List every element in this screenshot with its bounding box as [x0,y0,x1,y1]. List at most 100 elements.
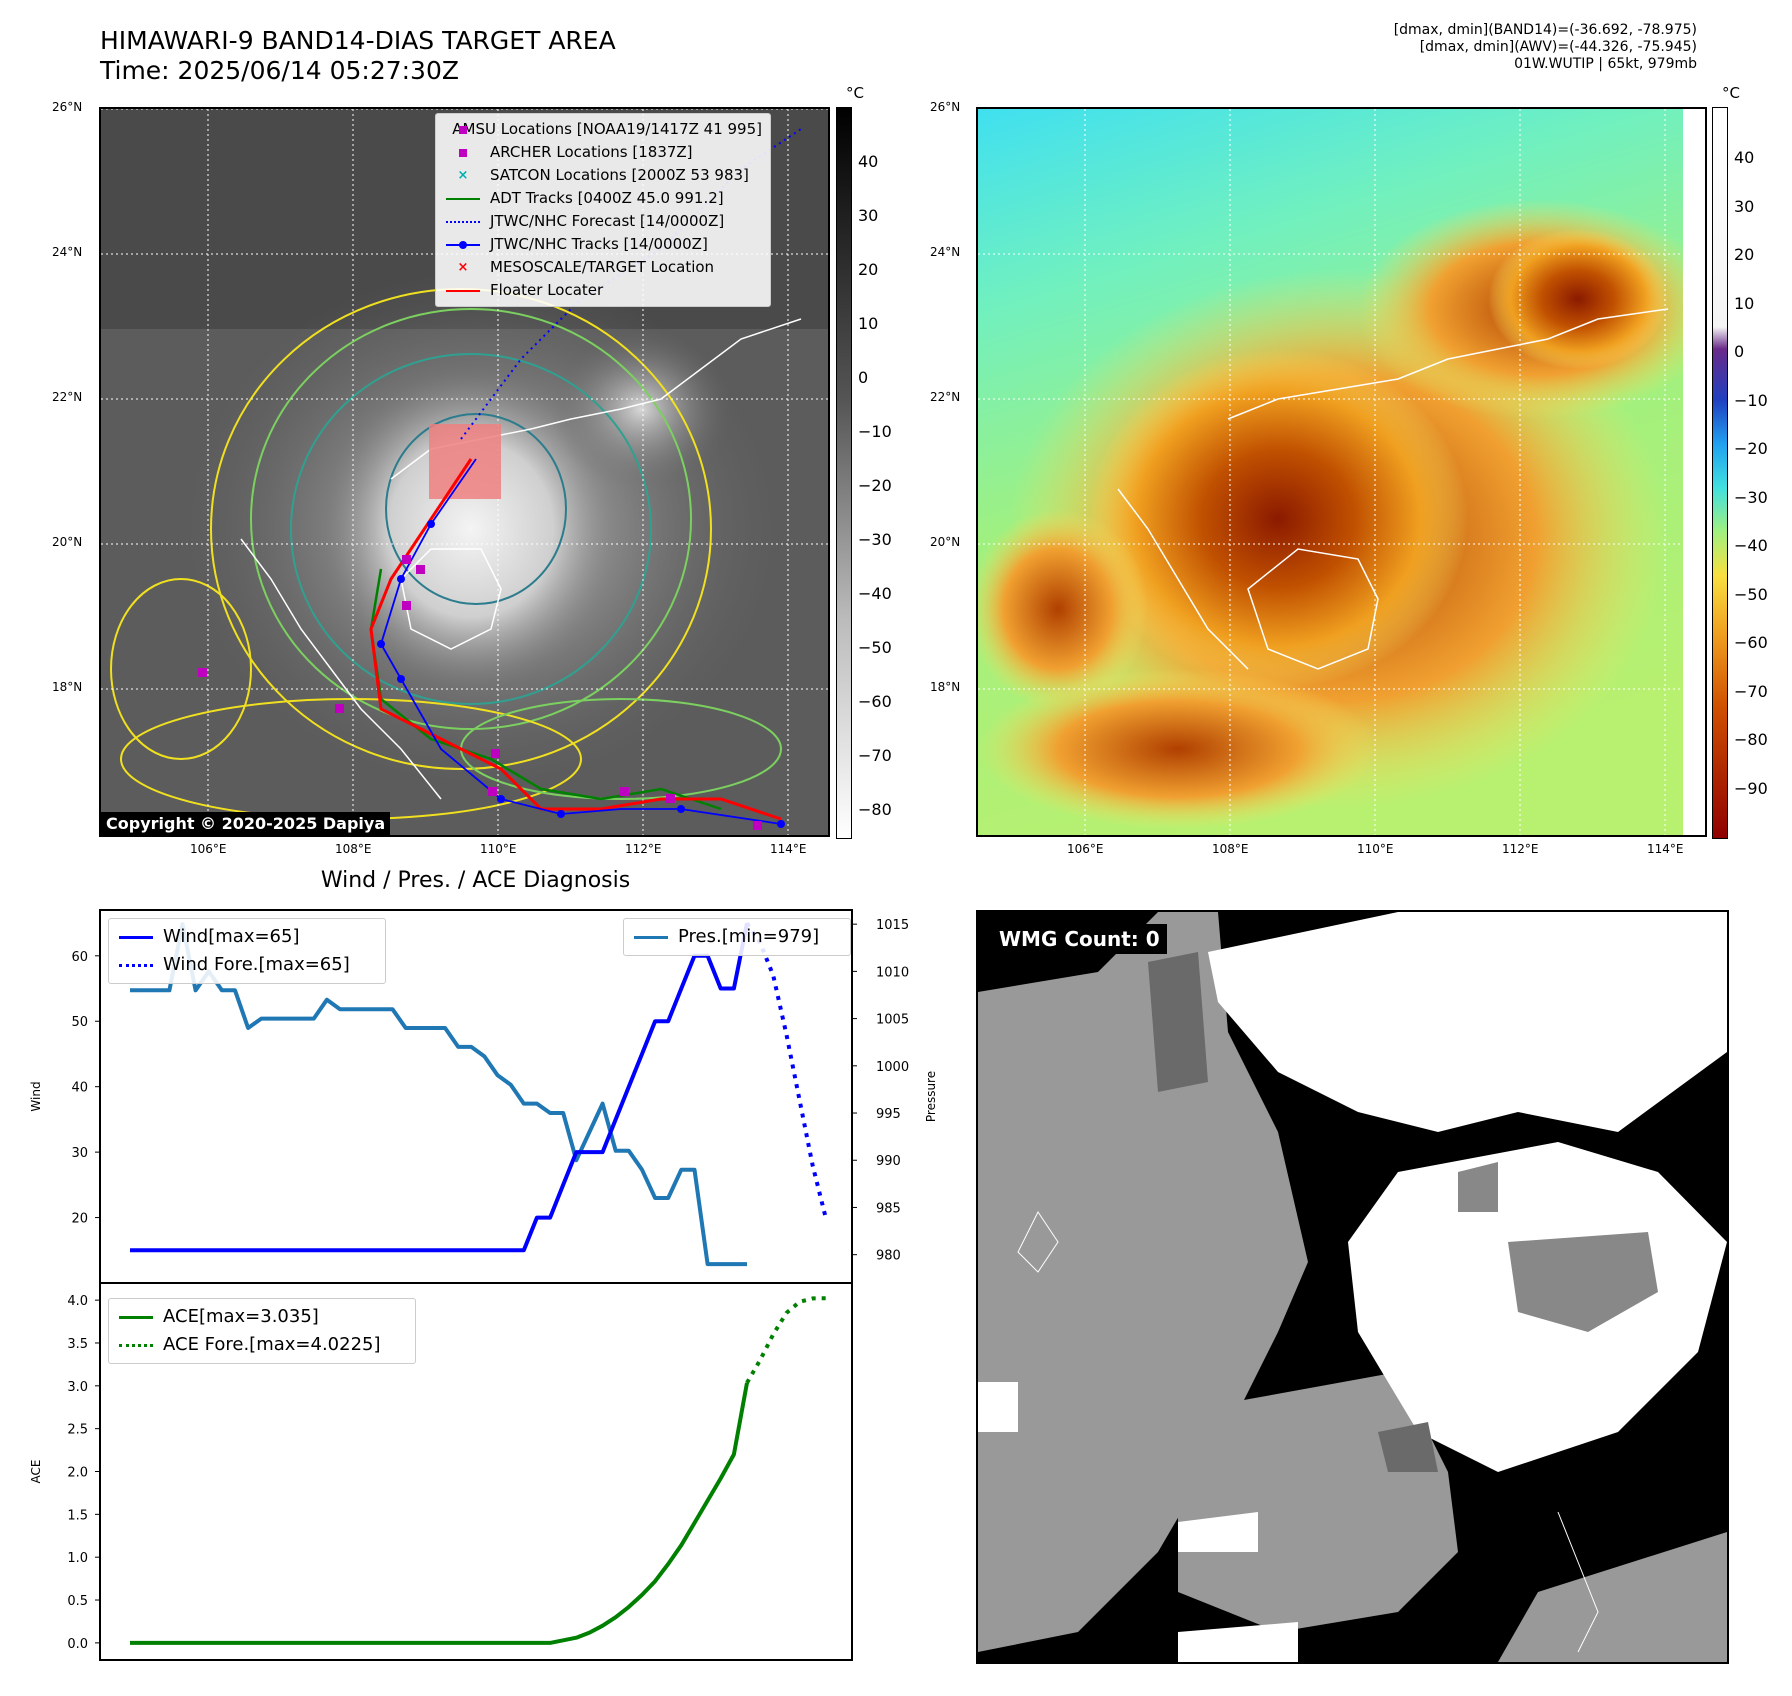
ace-tick-label: 3.0 [67,1380,88,1395]
legend-label: Pres.[min=979] [678,926,820,947]
archer-amsu-points [198,555,762,830]
x-marker-icon: × [457,259,469,275]
colorbar-tick-label: −40 [858,584,892,603]
pressure-tick-label: 1005 [876,1013,909,1028]
lat-label: 26°N [930,100,961,114]
hainan-outline [1247,548,1379,670]
colorbar-tick-label: 10 [858,314,879,333]
lat-label: 20°N [52,535,83,549]
lon-label: 110°E [480,842,517,856]
colorbar-tick-label: −80 [1734,730,1768,749]
legend-label: ARCHER Locations [1837Z] [490,143,693,161]
lon-label: 110°E [1357,842,1394,856]
title-line-1: HIMAWARI-9 BAND14-DIAS TARGET AREA [100,26,616,55]
lon-label: 112°E [625,842,662,856]
legend-item-jtwc-forecast: JTWC/NHC Forecast [14/0000Z] [444,210,762,233]
legend-label: Floater Locater [490,281,604,299]
wmg-count-label: WMG Count: 0 [992,924,1167,954]
band14-map-panel: AMSU Locations [NOAA19/1417Z 41 995] ARC… [99,107,830,837]
ace-tick-label: 2.0 [67,1466,88,1481]
colorbar-tick-label: 30 [858,206,879,225]
contour-teal [290,353,652,705]
wmg-coastline [1557,1511,1599,1653]
colorbar-tick-label: 20 [1734,245,1755,264]
colorbar-tick-label: −50 [1734,584,1768,604]
lat-label: 24°N [52,245,83,259]
contour-lightgreen [250,308,692,730]
legend-item-archer: ARCHER Locations [1837Z] [444,141,762,164]
legend-label: ACE Fore.[max=4.0225] [163,1334,381,1355]
lon-label: 114°E [1647,842,1684,856]
pressure-tick-label: 990 [876,1154,901,1169]
legend-item-ace: ACE[max=3.035] [117,1303,407,1331]
colorbar-tick-label: −10 [1734,390,1768,410]
title-line-2: Time: 2025/06/14 05:27:30Z [100,56,459,85]
wind-tick-label: 40 [71,1081,88,1096]
ace-axis-label: ACE [29,1460,43,1484]
lat-label: 20°N [930,535,961,549]
colorbar-tick-label: −70 [1734,681,1768,701]
legend-item-wind-fore: Wind Fore.[max=65] [117,951,377,979]
info-line-1: [dmax, dmin](BAND14)=(-36.692, -78.975) [1393,22,1697,38]
hainan-outline [400,548,502,650]
wind-tick-label: 60 [71,950,88,965]
info-line-3: 01W.WUTIP | 65kt, 979mb [1514,56,1697,72]
lon-label: 106°E [190,842,227,856]
jtwc-track-points [377,520,785,828]
colorbar-left [836,107,852,839]
legend-item-satcon: × SATCON Locations [2000Z 53 983] [444,164,762,187]
awv-map-svg [978,109,1705,835]
awv-map-panel [976,107,1707,837]
wmg-panel: WMG Count: 0 [976,910,1729,1664]
colorbar-tick-label: −90 [1734,778,1768,798]
colorbar-tick-label: 10 [1734,293,1755,313]
colorbar-tick-label: 0 [858,368,869,387]
colorbar-left-unit: °C [846,84,864,102]
lat-label: 24°N [930,245,961,259]
diagnosis-title: Wind / Pres. / ACE Diagnosis [320,868,631,893]
wind-tick-label: 30 [71,1146,88,1161]
awv-gridlines [978,109,1705,835]
ace-tick-label: 1.0 [67,1551,88,1566]
colorbar-tick-label: −10 [858,422,892,441]
legend-item-jtwc-tracks: JTWC/NHC Tracks [14/0000Z] [444,233,762,256]
colorbar-tick-label: −30 [1734,487,1768,507]
wind-legend: Wind[max=65] Wind Fore.[max=65] [108,918,386,984]
legend-label: MESOSCALE/TARGET Location [490,258,715,276]
colorbar-left-ticks: 40 30 20 10 0 −10 −20 −30 −40 −50 −60 −70 −80 [858,107,918,837]
x-marker-icon: × [457,167,469,183]
legend-item-pressure: Pres.[min=979] [632,923,842,951]
colorbar-right-unit: °C [1722,84,1740,102]
colorbar-tick-label: 40 [858,152,879,171]
colorbar-right [1712,107,1728,839]
pressure-tick-label: 1015 [876,918,909,933]
colorbar-right-ticks: 40 30 20 10 0 −10 −20 −30 −40 −50 −60 −70 −80 −90 [1734,107,1789,837]
pressure-axis-label: Pressure [924,1071,938,1122]
legend-label: JTWC/NHC Tracks [14/0000Z] [490,235,708,253]
pressure-legend: Pres.[min=979] [623,918,851,956]
legend-label: Wind Fore.[max=65] [163,954,350,975]
pressure-line [130,922,747,1267]
lat-label: 26°N [52,100,83,114]
ace-forecast-line [745,1296,826,1384]
colorbar-tick-label: −70 [858,746,892,765]
legend-item-floater: Floater Locater [444,279,762,302]
ace-tick-label: 1.5 [67,1508,88,1523]
pressure-tick-label: 980 [876,1249,901,1264]
colorbar-tick-label: 0 [1734,342,1745,361]
legend-label: ACE[max=3.035] [163,1306,319,1327]
ace-tick-label: 2.5 [67,1423,88,1438]
colorbar-tick-label: −20 [1734,439,1768,458]
colorbar-tick-label: −60 [1734,633,1768,652]
lat-label: 22°N [52,390,83,404]
legend-item-amsu: AMSU Locations [NOAA19/1417Z 41 995] [444,118,762,141]
pressure-tick-label: 1010 [876,965,909,980]
ace-line [130,1382,749,1645]
lon-label: 114°E [770,842,807,856]
floater-track [369,458,782,821]
lon-label: 112°E [1502,842,1539,856]
ace-legend: ACE[max=3.035] ACE Fore.[max=4.0225] [108,1298,416,1364]
pressure-tick-label: 995 [876,1107,901,1122]
awv-storm-core [1088,349,1468,689]
colorbar-tick-label: −80 [858,800,892,819]
